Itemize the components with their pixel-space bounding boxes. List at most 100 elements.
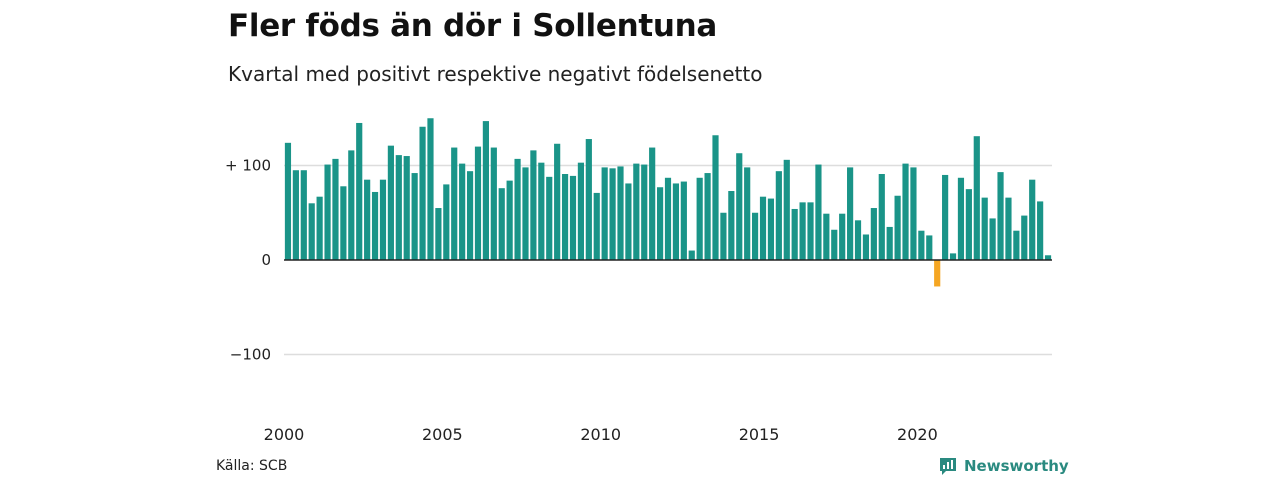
x-tick-label: 2010 <box>580 425 621 444</box>
bar <box>894 195 901 260</box>
bar <box>775 171 782 260</box>
brand-logo: Newsworthy <box>938 456 1069 476</box>
bar <box>308 203 315 260</box>
bar <box>387 145 394 260</box>
bar <box>1037 201 1044 260</box>
bar <box>371 191 379 260</box>
bar <box>395 155 402 260</box>
bar <box>466 171 474 260</box>
bar <box>957 177 965 260</box>
bar <box>569 175 577 260</box>
bars <box>284 118 1052 287</box>
bar <box>934 260 941 287</box>
bar <box>1005 197 1012 260</box>
bar <box>989 218 996 260</box>
bar <box>474 146 482 260</box>
chart-title: Fler föds än dör i Sollentuna <box>228 8 718 44</box>
bar <box>973 136 980 260</box>
bar <box>1029 179 1036 261</box>
bar <box>427 118 434 260</box>
bar <box>316 196 323 260</box>
bar <box>910 167 917 260</box>
bar <box>292 170 299 260</box>
bar <box>997 172 1004 261</box>
bar <box>649 147 656 260</box>
bar <box>1021 215 1028 260</box>
x-tick-label: 2020 <box>897 425 938 444</box>
bar <box>839 213 846 260</box>
source-note: Källa: SCB <box>216 458 288 474</box>
bar <box>823 213 830 260</box>
bar <box>498 188 505 260</box>
bar <box>546 176 553 260</box>
bar <box>419 126 426 260</box>
bar <box>633 163 640 260</box>
bar <box>783 159 790 260</box>
bar <box>451 147 458 260</box>
y-tick-labels: + 100 0 −100 <box>225 157 271 364</box>
bar <box>609 168 616 260</box>
bar <box>561 174 569 260</box>
bar <box>459 163 466 260</box>
bar <box>854 220 862 260</box>
x-tick-labels: 2000 2005 2010 2015 2020 <box>264 425 938 444</box>
bar <box>585 139 592 260</box>
bar <box>744 167 751 260</box>
bar <box>1013 230 1020 260</box>
y-tick-label: −100 <box>230 346 271 364</box>
bar <box>625 183 632 260</box>
bar <box>759 196 767 260</box>
gridlines <box>284 164 1052 356</box>
bar <box>815 164 822 260</box>
bar <box>847 167 854 260</box>
bar <box>981 197 988 260</box>
x-tick-label: 2005 <box>422 425 463 444</box>
bar <box>300 170 307 260</box>
bar <box>514 158 521 260</box>
bar <box>918 230 925 260</box>
chart-subtitle: Kvartal med positivt respektive negativt… <box>228 62 763 86</box>
bar <box>332 158 339 260</box>
x-tick-label: 2000 <box>264 425 305 444</box>
brand-name: Newsworthy <box>964 457 1069 475</box>
bar <box>736 153 743 260</box>
y-tick-label: + 100 <box>225 157 271 175</box>
bar <box>1044 255 1052 260</box>
bar <box>720 212 727 260</box>
bar <box>348 150 355 260</box>
bar <box>878 174 885 260</box>
bar <box>435 208 442 261</box>
bar <box>704 173 711 260</box>
bar <box>490 147 497 260</box>
bar <box>482 121 489 260</box>
bar <box>799 202 806 260</box>
bar <box>356 122 363 260</box>
bar <box>886 226 893 261</box>
bar <box>593 192 600 260</box>
bar <box>862 234 870 261</box>
bar <box>601 167 608 260</box>
bar <box>554 143 561 260</box>
bar <box>324 164 331 260</box>
bar <box>641 164 648 260</box>
bar <box>577 162 584 260</box>
bar <box>902 163 909 260</box>
bar <box>752 212 759 260</box>
bar <box>870 208 877 261</box>
bar <box>831 229 838 260</box>
bar <box>664 177 672 260</box>
bar <box>364 179 371 261</box>
bar <box>538 162 545 260</box>
bar <box>672 183 680 260</box>
bar <box>767 198 775 260</box>
bar <box>617 166 624 260</box>
bar <box>656 187 664 261</box>
bar <box>942 174 949 260</box>
bar <box>807 202 814 260</box>
bar <box>340 186 347 260</box>
newsworthy-logo-icon <box>940 458 956 475</box>
bar <box>728 191 735 260</box>
bar <box>680 181 687 260</box>
bar <box>926 235 933 260</box>
